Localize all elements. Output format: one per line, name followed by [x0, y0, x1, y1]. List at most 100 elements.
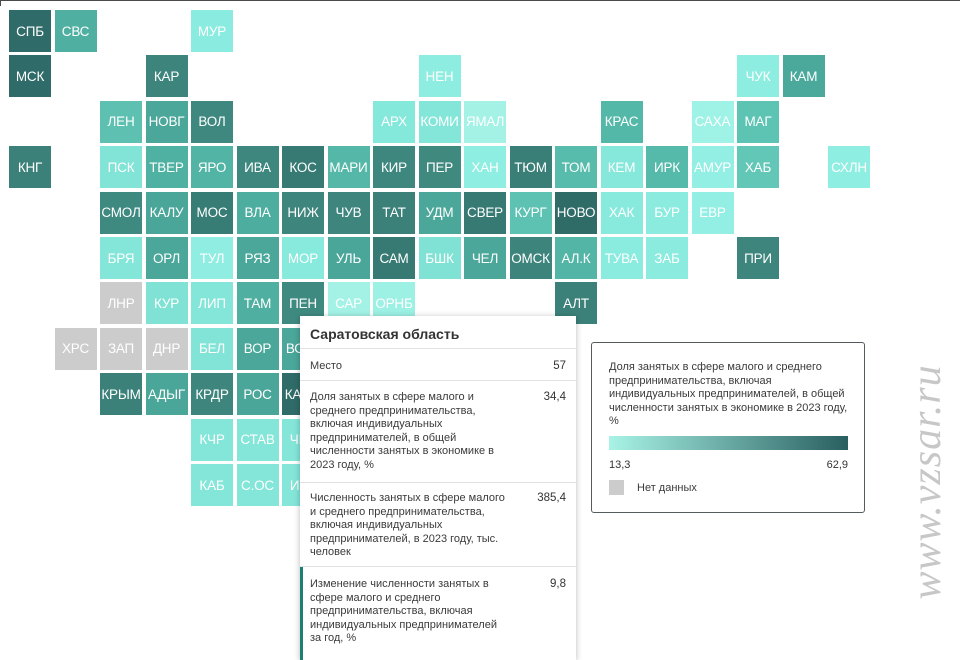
region-tile-бшк[interactable]: БШК: [418, 237, 461, 279]
region-tile-бур[interactable]: БУР: [646, 191, 688, 234]
region-tile-мор[interactable]: МОР: [282, 237, 324, 279]
region-tile-став[interactable]: СТАВ: [236, 418, 279, 461]
region-tile-евр[interactable]: ЕВР: [691, 191, 734, 234]
region-tile-коми[interactable]: КОМИ: [418, 100, 461, 143]
legend-min-value: 13,3: [609, 459, 631, 471]
region-tile-тат[interactable]: ТАТ: [373, 191, 415, 234]
region-tile-свс[interactable]: СВС: [54, 10, 97, 52]
region-tile-ирк[interactable]: ИРК: [646, 146, 688, 189]
region-tile-рос[interactable]: РОС: [236, 373, 279, 416]
region-tile-свер[interactable]: СВЕР: [464, 191, 506, 234]
region-tile-орл[interactable]: ОРЛ: [145, 237, 188, 279]
region-tile-сам[interactable]: САМ: [373, 237, 415, 279]
region-tile-зап[interactable]: ЗАП: [100, 327, 142, 370]
region-tile-хрс[interactable]: ХРС: [54, 327, 97, 370]
legend-max-value: 62,9: [826, 459, 848, 471]
region-tile-чел[interactable]: ЧЕЛ: [464, 237, 506, 279]
legend-title: Доля занятых в сфере малого и среднего п…: [609, 361, 848, 428]
region-tile-каб[interactable]: КАБ: [191, 464, 233, 506]
region-tile-тул[interactable]: ТУЛ: [191, 237, 233, 279]
region-tile-днр[interactable]: ДНР: [145, 327, 188, 370]
region-tile-спб[interactable]: СПБ: [9, 10, 51, 52]
legend-gradient-bar: [609, 436, 848, 450]
tooltip-row-label: Доля занятых в сфере малого и среднего п…: [310, 391, 495, 471]
tooltip-row-label: Численность занятых в сфере малого и сре…: [310, 492, 505, 558]
region-tile-том[interactable]: ТОМ: [555, 146, 597, 189]
region-tile-новг[interactable]: НОВГ: [145, 100, 188, 143]
region-tile-твер[interactable]: ТВЕР: [145, 146, 188, 189]
region-tile-саха[interactable]: САХА: [691, 100, 734, 143]
region-tile-лен[interactable]: ЛЕН: [100, 100, 142, 143]
tooltip-row-value: 57: [553, 360, 566, 372]
region-tile-нен[interactable]: НЕН: [418, 55, 461, 98]
region-tile-сос[interactable]: С.ОС: [236, 464, 279, 506]
region-tile-при[interactable]: ПРИ: [737, 237, 779, 279]
region-tile-тува[interactable]: ТУВА: [600, 237, 643, 279]
region-tile-мари[interactable]: МАРИ: [327, 146, 370, 189]
region-tile-пск[interactable]: ПСК: [100, 146, 142, 189]
tooltip-row-value: 385,4: [537, 492, 566, 504]
region-tile-лнр[interactable]: ЛНР: [100, 282, 142, 325]
region-tile-крдр[interactable]: КРДР: [191, 373, 233, 416]
region-tile-удм[interactable]: УДМ: [418, 191, 461, 234]
region-tile-омск[interactable]: ОМСК: [509, 237, 552, 279]
region-tile-калу[interactable]: КАЛУ: [145, 191, 188, 234]
region-tile-кнг[interactable]: КНГ: [9, 146, 51, 189]
region-tile-мск[interactable]: МСК: [9, 55, 51, 98]
region-tile-алк[interactable]: АЛ.К: [555, 237, 597, 279]
region-tile-бря[interactable]: БРЯ: [100, 237, 142, 279]
tooltip-title: Саратовская область: [310, 326, 460, 342]
region-tile-кем[interactable]: КЕМ: [600, 146, 643, 189]
region-tile-амур[interactable]: АМУР: [691, 146, 734, 189]
tooltip-row-value: 9,8: [550, 578, 566, 590]
region-tile-схлн[interactable]: СХЛН: [828, 146, 870, 189]
watermark-text: www.vzsar.ru: [904, 364, 950, 600]
region-tile-ново[interactable]: НОВО: [555, 191, 597, 234]
region-tile-чув[interactable]: ЧУВ: [327, 191, 370, 234]
region-tile-смол[interactable]: СМОЛ: [100, 191, 142, 234]
no-data-swatch: [609, 480, 624, 495]
region-tile-кам[interactable]: КАМ: [782, 55, 825, 98]
region-tile-ряз[interactable]: РЯЗ: [236, 237, 279, 279]
region-tile-кчр[interactable]: КЧР: [191, 418, 233, 461]
top-border: [0, 0, 960, 1]
region-tile-заб[interactable]: ЗАБ: [646, 237, 688, 279]
region-tile-яро[interactable]: ЯРО: [191, 146, 233, 189]
region-tile-ива[interactable]: ИВА: [236, 146, 279, 189]
region-tile-ниж[interactable]: НИЖ: [282, 191, 324, 234]
region-tile-крым[interactable]: КРЫМ: [100, 373, 142, 416]
region-tile-хан[interactable]: ХАН: [464, 146, 506, 189]
region-tooltip: Саратовская область Место 57 Доля заняты…: [300, 316, 576, 660]
region-tile-вор[interactable]: ВОР: [236, 327, 279, 370]
region-tile-вла[interactable]: ВЛА: [236, 191, 279, 234]
region-tile-арх[interactable]: АРХ: [373, 100, 415, 143]
watermark: www.vzsar.ru: [904, 322, 950, 642]
no-data-label: Нет данных: [637, 482, 697, 494]
region-tile-кург[interactable]: КУРГ: [509, 191, 552, 234]
left-border-tick: [0, 0, 1, 6]
region-tile-кар[interactable]: КАР: [145, 55, 188, 98]
tooltip-row-rank: Место 57: [300, 348, 576, 380]
region-tile-вол[interactable]: ВОЛ: [191, 100, 233, 143]
region-tile-кос[interactable]: КОС: [282, 146, 324, 189]
region-tile-тюм[interactable]: ТЮМ: [509, 146, 552, 189]
region-tile-мур[interactable]: МУР: [191, 10, 233, 52]
region-tile-кур[interactable]: КУР: [145, 282, 188, 325]
region-tile-чук[interactable]: ЧУК: [737, 55, 779, 98]
region-tile-крас[interactable]: КРАС: [600, 100, 643, 143]
region-tile-пер[interactable]: ПЕР: [418, 146, 461, 189]
region-tile-хаб[interactable]: ХАБ: [737, 146, 779, 189]
region-tile-ямал[interactable]: ЯМАЛ: [464, 100, 506, 143]
region-tile-там[interactable]: ТАМ: [236, 282, 279, 325]
region-tile-кир[interactable]: КИР: [373, 146, 415, 189]
region-tile-бел[interactable]: БЕЛ: [191, 327, 233, 370]
region-tile-маг[interactable]: МАГ: [737, 100, 779, 143]
region-tile-уль[interactable]: УЛЬ: [327, 237, 370, 279]
region-tile-адыг[interactable]: АДЫГ: [145, 373, 188, 416]
region-tile-лип[interactable]: ЛИП: [191, 282, 233, 325]
color-legend: Доля занятых в сфере малого и среднего п…: [591, 342, 865, 513]
tooltip-row-change: Изменение численности занятых в сфере ма…: [300, 566, 576, 660]
region-tile-мос[interactable]: МОС: [191, 191, 233, 234]
region-tile-хак[interactable]: ХАК: [600, 191, 643, 234]
